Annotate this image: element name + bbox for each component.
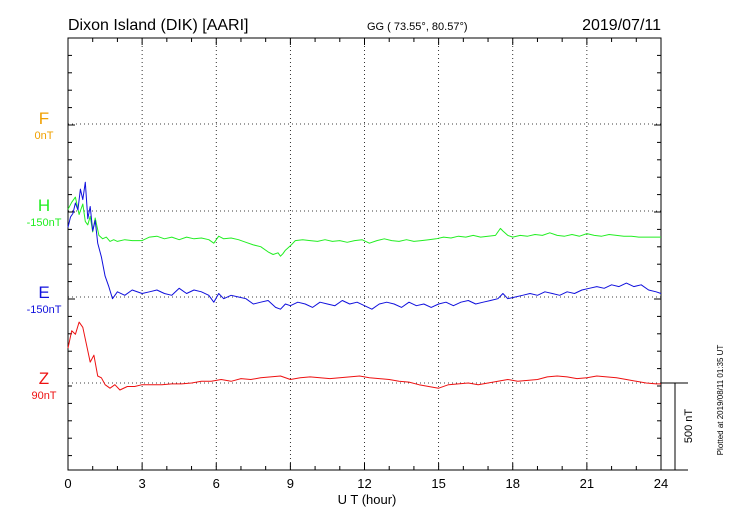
channel-baseline-e: -150nT bbox=[27, 304, 62, 316]
scale-bar-label: 500 nT bbox=[683, 409, 695, 444]
trace-h bbox=[67, 196, 661, 257]
x-tick-label: 24 bbox=[654, 476, 668, 491]
channel-name-z: Z bbox=[39, 369, 49, 388]
x-tick-label: 0 bbox=[64, 476, 71, 491]
trace-layer bbox=[67, 181, 662, 391]
x-axis-label: U T (hour) bbox=[338, 492, 397, 507]
x-tick-label: 18 bbox=[506, 476, 520, 491]
plotted-at-note: Plotted at 2019/08/11 01:35 UT bbox=[716, 345, 725, 456]
tick-layer: 0 3 6 9 12 15 18 21 24 bbox=[64, 37, 668, 491]
trace-e bbox=[67, 181, 662, 310]
x-tick-label: 21 bbox=[580, 476, 594, 491]
channel-baseline-h: -150nT bbox=[27, 217, 62, 229]
x-tick-label: 15 bbox=[431, 476, 445, 491]
grid-layer bbox=[68, 38, 661, 470]
date-label: 2019/07/11 bbox=[582, 17, 661, 34]
scale-bar: 500 nT bbox=[661, 382, 695, 471]
x-tick-label: 3 bbox=[139, 476, 146, 491]
x-tick-label: 6 bbox=[213, 476, 220, 491]
x-tick-label: 12 bbox=[357, 476, 371, 491]
channel-name-e: E bbox=[38, 283, 49, 302]
trace-z bbox=[67, 321, 661, 391]
channel-name-h: H bbox=[38, 196, 50, 215]
channel-baseline-z: 90nT bbox=[31, 390, 56, 402]
channel-name-f: F bbox=[39, 109, 49, 128]
x-tick-label: 9 bbox=[287, 476, 294, 491]
channel-baseline-f: 0nT bbox=[35, 130, 54, 142]
station-title: Dixon Island (DIK) [AARI] bbox=[68, 17, 249, 34]
coordinates-label: GG ( 73.55°, 80.57°) bbox=[367, 21, 468, 33]
channel-label-layer: F 0nT H -150nT E -150nT Z 90nT bbox=[27, 109, 62, 402]
